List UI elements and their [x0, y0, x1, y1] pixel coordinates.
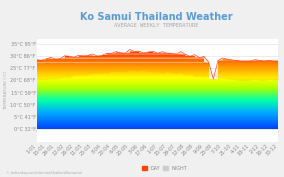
Text: Ko Samui Thailand Weather: Ko Samui Thailand Weather [80, 12, 233, 22]
Y-axis label: TEMPERATURE (°C): TEMPERATURE (°C) [4, 70, 8, 110]
Legend: DAY, NIGHT: DAY, NIGHT [140, 164, 189, 173]
Text: © tinkerday.com/climate/thailand/kosamui: © tinkerday.com/climate/thailand/kosamui [6, 171, 82, 175]
Text: AVERAGE WEEKLY TEMPERATURE: AVERAGE WEEKLY TEMPERATURE [114, 23, 199, 28]
